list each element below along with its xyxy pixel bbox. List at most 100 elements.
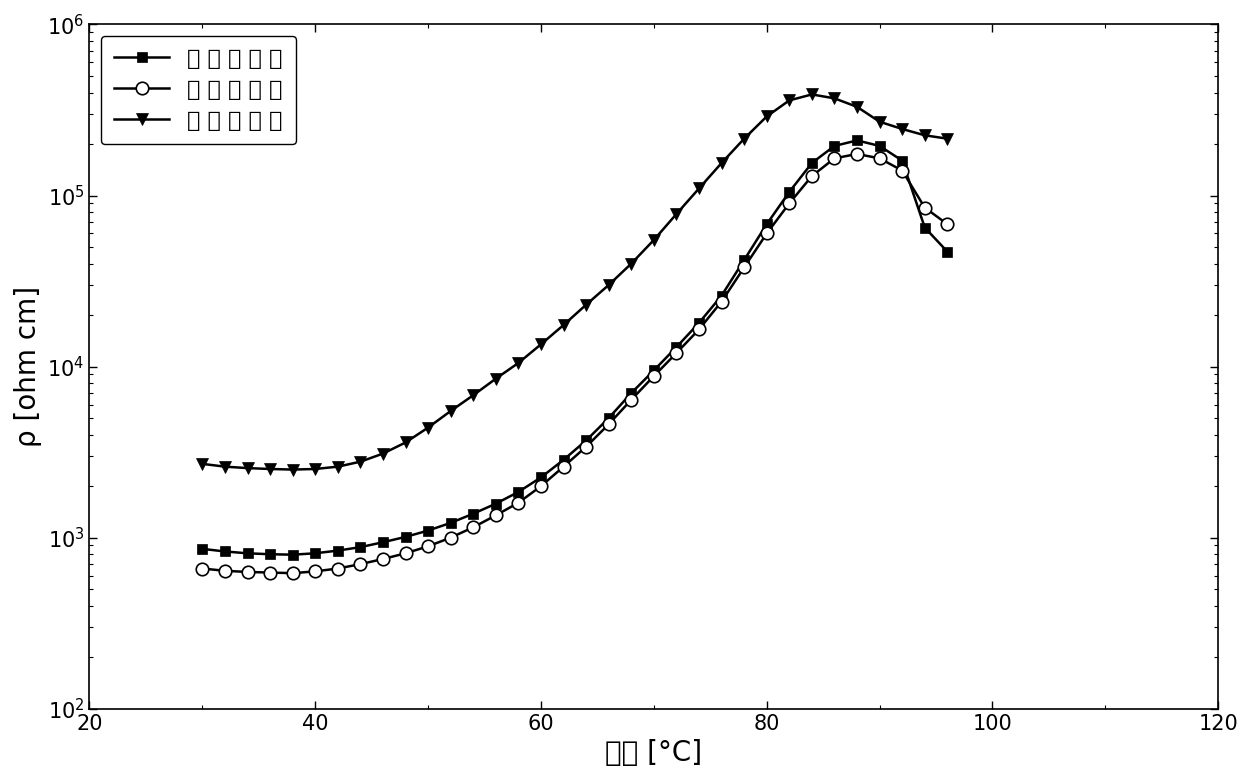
第 五 次 加 热 bbox=[646, 235, 661, 244]
第 二 次 加 热 bbox=[781, 198, 796, 208]
第 一 次 加 热 bbox=[669, 342, 684, 351]
第 一 次 加 热 bbox=[218, 547, 233, 556]
第 二 次 加 热 bbox=[918, 203, 933, 212]
Legend: 第 一 次 加 热, 第 二 次 加 热, 第 五 次 加 热: 第 一 次 加 热, 第 二 次 加 热, 第 五 次 加 热 bbox=[100, 36, 295, 144]
第 二 次 加 热 bbox=[940, 219, 955, 229]
第 五 次 加 热 bbox=[285, 465, 300, 474]
第 一 次 加 热 bbox=[850, 136, 865, 145]
第 一 次 加 热 bbox=[804, 159, 819, 168]
第 二 次 加 热 bbox=[556, 462, 571, 472]
第 一 次 加 热 bbox=[759, 219, 774, 229]
第 二 次 加 热 bbox=[601, 419, 616, 429]
第 二 次 加 热 bbox=[714, 297, 729, 306]
第 五 次 加 热 bbox=[353, 457, 368, 466]
第 一 次 加 热 bbox=[918, 223, 933, 232]
第 五 次 加 热 bbox=[714, 159, 729, 168]
Y-axis label: ρ [ohm cm]: ρ [ohm cm] bbox=[14, 286, 41, 448]
第 二 次 加 热 bbox=[691, 325, 706, 334]
第 一 次 加 热 bbox=[736, 255, 751, 265]
第 二 次 加 热 bbox=[828, 154, 843, 163]
第 一 次 加 热 bbox=[376, 537, 391, 547]
第 一 次 加 热 bbox=[646, 366, 661, 375]
第 五 次 加 热 bbox=[940, 134, 955, 144]
第 一 次 加 热 bbox=[511, 487, 526, 497]
第 二 次 加 热 bbox=[895, 166, 910, 175]
第 一 次 加 热 bbox=[285, 550, 300, 559]
第 二 次 加 热 bbox=[646, 372, 661, 381]
第 二 次 加 热 bbox=[240, 567, 255, 576]
第 五 次 加 热 bbox=[376, 449, 391, 458]
第 五 次 加 热 bbox=[466, 390, 481, 400]
第 五 次 加 热 bbox=[691, 184, 706, 193]
第 一 次 加 热 bbox=[556, 455, 571, 465]
第 一 次 加 热 bbox=[578, 436, 593, 445]
第 一 次 加 热 bbox=[353, 543, 368, 552]
第 二 次 加 热 bbox=[759, 229, 774, 238]
第 一 次 加 热 bbox=[601, 413, 616, 423]
第 一 次 加 热 bbox=[443, 518, 458, 527]
第 五 次 加 热 bbox=[781, 96, 796, 105]
第 一 次 加 热 bbox=[873, 141, 888, 151]
第 五 次 加 热 bbox=[308, 464, 323, 473]
第 二 次 加 热 bbox=[398, 548, 413, 558]
第 二 次 加 热 bbox=[421, 541, 436, 551]
第 五 次 加 热 bbox=[195, 459, 210, 469]
第 一 次 加 热 bbox=[263, 550, 278, 559]
第 二 次 加 热 bbox=[850, 149, 865, 159]
第 一 次 加 热 bbox=[488, 499, 503, 508]
第 二 次 加 热 bbox=[466, 522, 481, 532]
第 二 次 加 热 bbox=[511, 498, 526, 508]
第 二 次 加 热 bbox=[263, 568, 278, 577]
第 五 次 加 热 bbox=[828, 94, 843, 103]
第 二 次 加 热 bbox=[376, 555, 391, 564]
第 五 次 加 热 bbox=[240, 463, 255, 473]
第 五 次 加 热 bbox=[873, 117, 888, 127]
第 二 次 加 热 bbox=[285, 569, 300, 578]
第 一 次 加 热 bbox=[466, 509, 481, 519]
第 五 次 加 热 bbox=[895, 124, 910, 134]
第 一 次 加 热 bbox=[240, 548, 255, 558]
Line: 第 五 次 加 热: 第 五 次 加 热 bbox=[197, 89, 953, 475]
第 五 次 加 热 bbox=[218, 462, 233, 472]
X-axis label: 温度 [°C]: 温度 [°C] bbox=[605, 739, 702, 767]
第 二 次 加 热 bbox=[488, 511, 503, 520]
第 二 次 加 热 bbox=[736, 262, 751, 272]
第 一 次 加 热 bbox=[691, 318, 706, 327]
Line: 第 二 次 加 热: 第 二 次 加 热 bbox=[197, 148, 954, 580]
第 二 次 加 热 bbox=[669, 348, 684, 358]
第 五 次 加 热 bbox=[669, 209, 684, 219]
第 五 次 加 热 bbox=[443, 406, 458, 415]
第 二 次 加 热 bbox=[873, 154, 888, 163]
第 二 次 加 热 bbox=[331, 564, 346, 573]
第 五 次 加 热 bbox=[488, 374, 503, 383]
第 五 次 加 热 bbox=[623, 259, 639, 269]
第 二 次 加 热 bbox=[218, 566, 233, 576]
第 一 次 加 热 bbox=[308, 548, 323, 558]
第 五 次 加 热 bbox=[263, 464, 278, 473]
第 五 次 加 热 bbox=[511, 358, 526, 368]
第 二 次 加 热 bbox=[195, 564, 210, 573]
第 一 次 加 热 bbox=[623, 388, 639, 398]
第 二 次 加 热 bbox=[578, 442, 593, 451]
第 五 次 加 热 bbox=[578, 300, 593, 309]
第 五 次 加 热 bbox=[533, 340, 548, 349]
第 一 次 加 热 bbox=[781, 187, 796, 197]
第 二 次 加 热 bbox=[443, 533, 458, 542]
第 二 次 加 热 bbox=[804, 171, 819, 180]
第 一 次 加 热 bbox=[398, 532, 413, 541]
第 二 次 加 热 bbox=[623, 395, 639, 405]
第 一 次 加 热 bbox=[331, 546, 346, 555]
第 一 次 加 热 bbox=[533, 473, 548, 482]
第 五 次 加 热 bbox=[398, 438, 413, 448]
第 一 次 加 热 bbox=[421, 526, 436, 535]
第 二 次 加 热 bbox=[533, 481, 548, 490]
第 五 次 加 热 bbox=[804, 90, 819, 99]
第 五 次 加 热 bbox=[850, 102, 865, 112]
第 一 次 加 热 bbox=[940, 247, 955, 256]
Line: 第 一 次 加 热: 第 一 次 加 热 bbox=[198, 136, 953, 559]
第 五 次 加 热 bbox=[918, 130, 933, 140]
第 二 次 加 热 bbox=[353, 559, 368, 569]
第 五 次 加 热 bbox=[331, 462, 346, 472]
第 一 次 加 热 bbox=[828, 141, 843, 151]
第 五 次 加 热 bbox=[601, 280, 616, 290]
